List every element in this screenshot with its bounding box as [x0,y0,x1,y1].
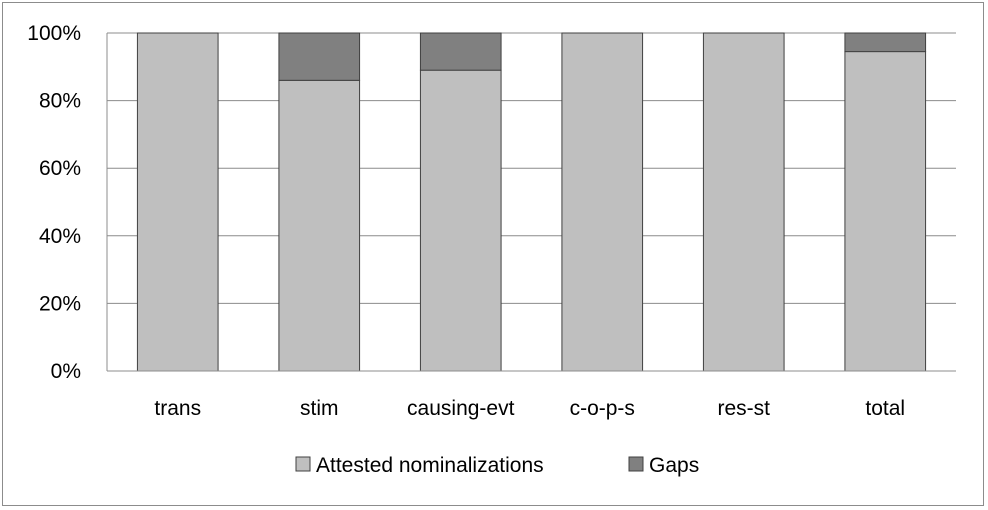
y-tick-label: 60% [39,157,81,180]
bar-gaps-stim [278,32,361,81]
bar-gaps-total [844,32,927,53]
legend-label: Gaps [649,454,699,477]
y-tick-label: 80% [39,90,81,113]
legend-label: Attested nominalizations [316,454,544,477]
x-category-label: stim [300,397,339,420]
y-tick-labels: 0% 20% 40% 60% 80% 100% [27,22,81,383]
x-category-label: trans [154,397,201,420]
y-tick-label: 0% [51,360,81,383]
legend-swatch [628,456,644,472]
x-category-label: res-st [718,397,771,420]
bar-attested-causing-evt [419,69,502,372]
bar-attested-c-o-p-s [561,32,644,372]
bar-attested-res-st [702,32,785,372]
x-category-label: c-o-p-s [570,397,635,420]
bar-attested-stim [278,79,361,372]
bar-attested-total [844,51,927,372]
x-category-label: total [865,397,905,420]
bar-attested-trans [136,32,219,372]
bar-gaps-causing-evt [419,32,502,71]
axes [106,33,956,372]
x-category-labels: trans stim causing-evt c-o-p-s res-st total [154,397,905,420]
legend-swatch [295,456,311,472]
gridlines [107,32,956,304]
y-tick-label: 40% [39,225,81,248]
x-category-label: causing-evt [407,397,515,420]
y-tick-label: 100% [27,22,81,45]
legend: Attested nominalizations Gaps [295,454,699,477]
y-tick-label: 20% [39,292,81,315]
bars [136,32,927,372]
